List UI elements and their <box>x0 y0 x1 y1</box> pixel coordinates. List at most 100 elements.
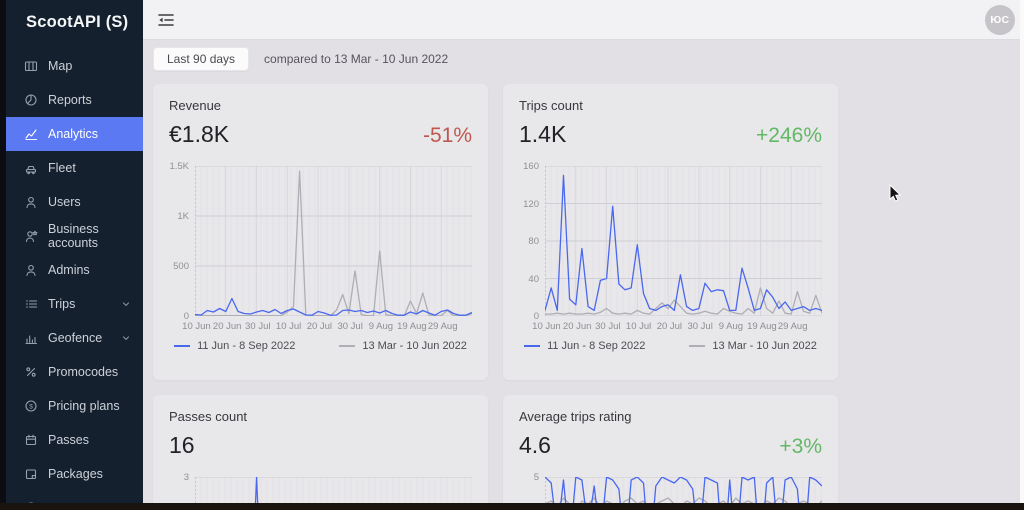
legend-line-previous <box>689 345 706 347</box>
metric-value: €1.8K <box>169 121 230 147</box>
y-axis: 3 <box>183 472 189 483</box>
legend-line-current <box>174 345 191 347</box>
x-tick-label: 30 Jul <box>245 321 271 332</box>
x-tick-label: 30 Jul <box>595 321 621 332</box>
user-icon <box>24 263 38 277</box>
dollar-circle-icon: $ <box>24 399 38 413</box>
sidebar: ScootAPI (S) Map Reports Analytics Fleet… <box>6 0 143 510</box>
legend-label: 11 Jun - 8 Sep 2022 <box>197 340 296 352</box>
x-tick-label: 19 Aug <box>747 321 777 332</box>
sidebar-item-geofence[interactable]: Geofence <box>6 321 143 355</box>
x-tick-label: 9 Aug <box>368 321 394 332</box>
x-tick-label: 9 Aug <box>718 321 744 332</box>
trips-count-chart: 160 120 80 40 0 10 Jun 20 Jun 30 Jul 10 Jul 20 J… <box>519 161 822 332</box>
sidebar-item-label: Fleet <box>48 161 76 175</box>
metric-cards: Revenue €1.8K -51% 1.5K 1K 500 0 10 Jun 20 J… <box>153 84 838 510</box>
sidebar-item-pricing-plans[interactable]: $ Pricing plans <box>6 389 143 423</box>
trips-count-card: Trips count 1.4K +246% 160 120 80 40 0 10 Ju… <box>503 84 838 380</box>
x-axis: 10 Jun 20 Jun 30 Jul 10 Jul 20 Jul 30 Jul 9 Au… <box>182 318 472 332</box>
legend-line-previous <box>339 345 356 347</box>
average-trips-rating-card: Average trips rating 4.6 +3% 5 <box>503 395 838 510</box>
screen-edge-right <box>1020 0 1024 503</box>
x-tick-label: 29 Aug <box>777 321 808 332</box>
avatar[interactable]: ЮС <box>985 5 1015 35</box>
car-icon <box>24 161 38 175</box>
x-tick-label: 20 Jun <box>562 321 592 332</box>
percent-icon <box>24 365 38 379</box>
filter-row: Last 90 days compared to 13 Mar - 10 Jun… <box>153 47 448 71</box>
app-logo: ScootAPI (S) <box>26 13 129 31</box>
metric-value: 1.4K <box>519 121 567 147</box>
date-range-button[interactable]: Last 90 days <box>153 47 250 71</box>
map-icon <box>24 59 38 73</box>
sidebar-item-analytics[interactable]: Analytics <box>6 117 143 151</box>
card-title: Passes count <box>169 409 248 424</box>
sidebar-item-passes[interactable]: Passes <box>6 423 143 457</box>
sidebar-item-label: Business accounts <box>48 222 99 250</box>
sidebar-item-label: Admins <box>48 263 90 277</box>
x-tick-label: 10 Jul <box>625 321 652 332</box>
x-axis: 10 Jun 20 Jun 30 Jul 10 Jul 20 Jul 30 Jul 9 Au… <box>532 318 822 332</box>
sidebar-nav: Map Reports Analytics Fleet Users Busine… <box>6 49 143 510</box>
sidebar-item-label: Map <box>48 59 73 73</box>
sidebar-item-admins[interactable]: Admins <box>6 253 143 287</box>
x-tick-label: 30 Jul <box>337 321 363 332</box>
collapse-sidebar-icon[interactable] <box>157 13 175 27</box>
screen-edge-bottom <box>0 503 1024 510</box>
sidebar-item-trips[interactable]: Trips <box>6 287 143 321</box>
metric-delta: -51% <box>422 124 472 147</box>
sidebar-item-label: Geofence <box>48 331 103 345</box>
user-icon <box>24 195 38 209</box>
x-tick-label: 20 Jul <box>306 321 333 332</box>
revenue-chart: 1.5K 1K 500 0 10 Jun 20 Jun 30 Jul 10 Jul 20 Ju… <box>169 161 472 332</box>
sidebar-item-fleet[interactable]: Fleet <box>6 151 143 185</box>
sidebar-item-promocodes[interactable]: Promocodes <box>6 355 143 389</box>
calendar-icon <box>24 433 38 447</box>
y-axis: 1.5K 1K 500 0 <box>169 161 189 322</box>
svg-text:$: $ <box>29 403 33 410</box>
sidebar-item-label: Reports <box>48 93 92 107</box>
user-star-icon <box>24 229 38 243</box>
bar-chart-icon <box>24 331 38 345</box>
chart-legend: 11 Jun - 8 Sep 2022 13 Mar - 10 Jun 2022 <box>519 340 822 352</box>
metric-delta: +3% <box>779 435 822 458</box>
sidebar-item-label: Pricing plans <box>48 399 120 413</box>
y-axis: 160 120 80 40 0 <box>523 161 539 322</box>
sidebar-item-label: Analytics <box>48 127 99 141</box>
topbar: ЮС <box>143 0 1024 40</box>
sidebar-item-label: Users <box>48 195 81 209</box>
chevron-down-icon <box>121 299 131 309</box>
sidebar-item-label: Trips <box>48 297 76 311</box>
y-axis: 5 <box>533 472 539 483</box>
sidebar-item-reports[interactable]: Reports <box>6 83 143 117</box>
x-tick-label: 20 Jul <box>656 321 683 332</box>
metric-value: 4.6 <box>519 432 551 458</box>
x-tick-label: 30 Jul <box>687 321 713 332</box>
x-tick-label: 19 Aug <box>397 321 427 332</box>
legend-label: 11 Jun - 8 Sep 2022 <box>547 340 646 352</box>
package-icon <box>24 467 38 481</box>
card-title: Average trips rating <box>519 409 632 424</box>
metric-value: 16 <box>169 432 195 458</box>
chevron-down-icon <box>121 333 131 343</box>
pie-chart-icon <box>24 93 38 107</box>
x-tick-label: 10 Jul <box>275 321 302 332</box>
sidebar-item-label: Passes <box>48 433 89 447</box>
sidebar-item-map[interactable]: Map <box>6 49 143 83</box>
revenue-card: Revenue €1.8K -51% 1.5K 1K 500 0 10 Jun 20 J… <box>153 84 488 380</box>
legend-label: 13 Mar - 10 Jun 2022 <box>712 340 817 352</box>
x-tick-label: 29 Aug <box>427 321 458 332</box>
line-chart-icon <box>24 127 38 141</box>
sidebar-item-label: Promocodes <box>48 365 119 379</box>
sidebar-item-packages[interactable]: Packages <box>6 457 143 491</box>
sidebar-item-business-accounts[interactable]: Business accounts <box>6 219 143 253</box>
card-title: Revenue <box>169 98 222 113</box>
metric-delta: +246% <box>756 124 822 147</box>
x-tick-label: 10 Jun <box>182 321 211 332</box>
x-tick-label: 20 Jun <box>212 321 242 332</box>
sidebar-item-users[interactable]: Users <box>6 185 143 219</box>
compare-period-label: compared to 13 Mar - 10 Jun 2022 <box>264 52 449 66</box>
chart-legend: 11 Jun - 8 Sep 2022 13 Mar - 10 Jun 2022 <box>169 340 472 352</box>
sidebar-item-label: Packages <box>48 467 103 481</box>
passes-count-chart: 3 <box>169 472 472 510</box>
